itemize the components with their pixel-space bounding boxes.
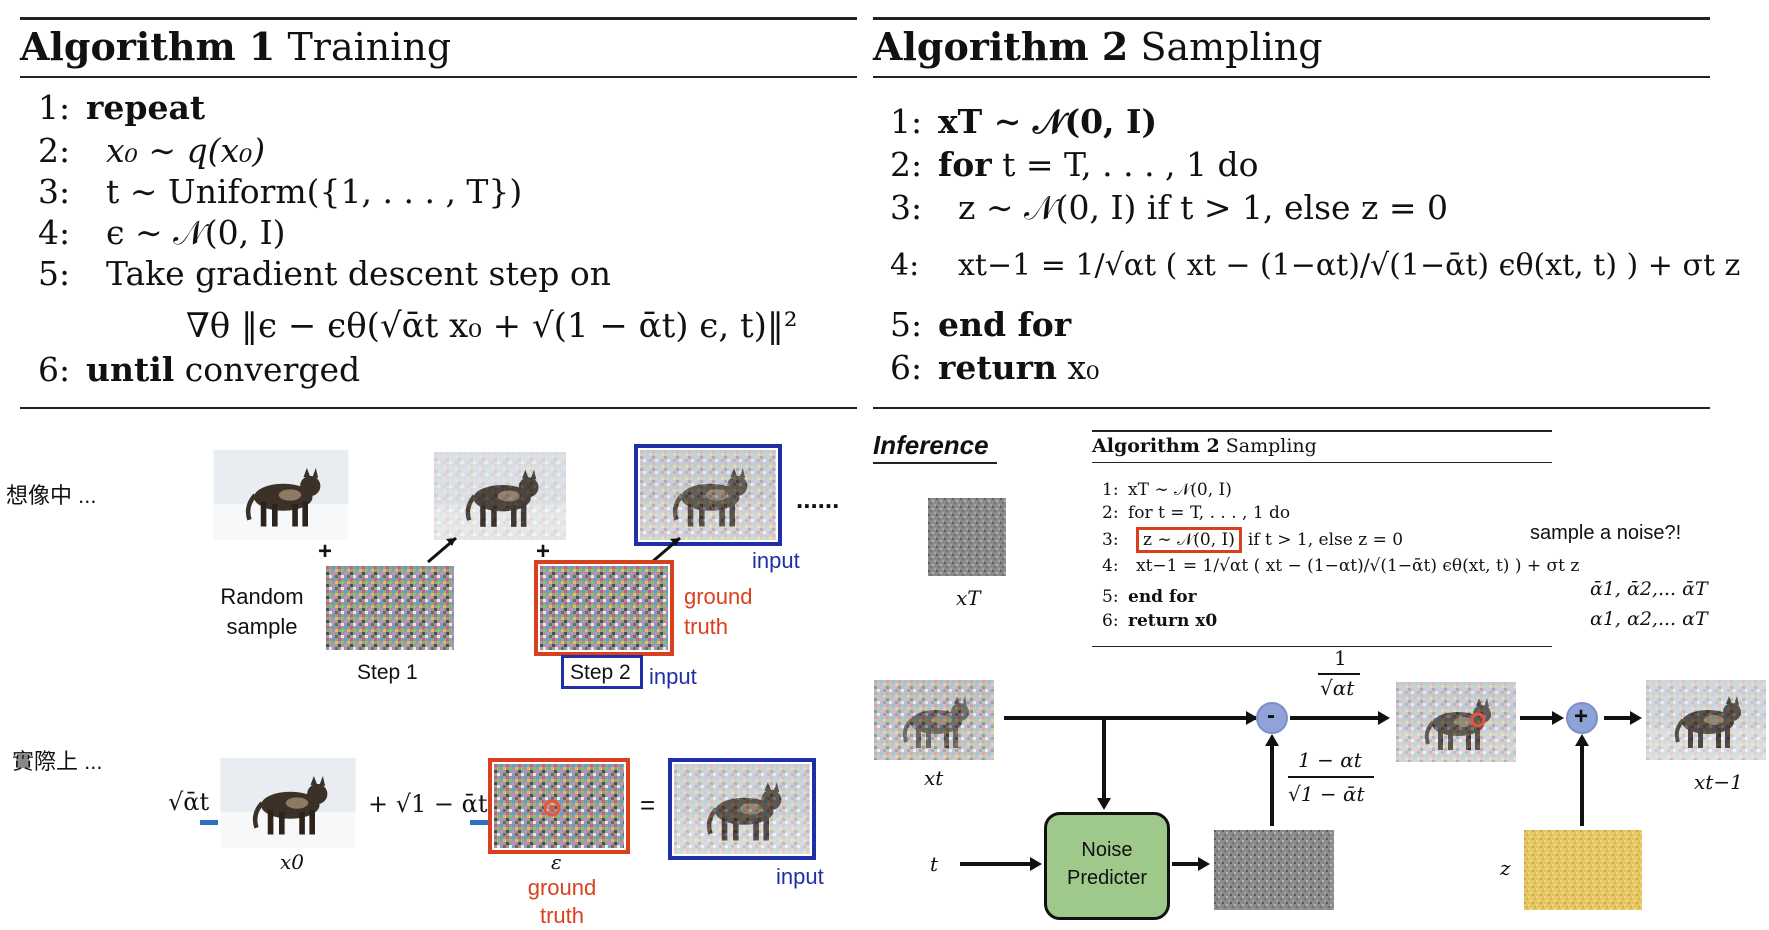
ground-truth-box-step2 — [534, 560, 674, 656]
small-alg-line-5: 5: end for — [1102, 587, 1197, 607]
noise-predicter-block — [1044, 812, 1170, 920]
noise-step1 — [326, 566, 454, 650]
small-alg-top-rule — [1092, 430, 1552, 432]
alpha-underline-2 — [470, 820, 488, 825]
xt-label: xt — [924, 766, 944, 790]
alg2-line-4: 4: xt−1 = 1/√αt ( xt − (1−αt)/√(1−ᾱt) ϵθ(… — [890, 248, 1741, 283]
alg1-title-rule — [20, 76, 857, 78]
alg2-title-rule — [873, 76, 1710, 78]
step1-label: Step 1 — [357, 661, 418, 684]
inference-title: Inference — [873, 430, 989, 460]
input-box-step2 — [634, 444, 782, 546]
image-after-subtract — [1396, 682, 1516, 762]
cat-image-noisy-result — [674, 764, 810, 854]
alg1-line-5-formula: ∇θ ‖ϵ − ϵθ(√ᾱt x₀ + √(1 − ᾱt) ϵ, t)‖² — [186, 306, 798, 346]
sample-noise-note: sample a noise?! — [1530, 522, 1682, 544]
ground-truth-box-epsilon — [488, 758, 630, 854]
alg2-line-3: 3: z ∼ 𝒩(0, I) if t > 1, else z = 0 — [890, 188, 1449, 227]
alg2-top-rule — [873, 17, 1710, 20]
epsilon-label: ε — [551, 850, 562, 874]
alg2-line-2: 2: for t = T, . . . , 1 do — [890, 145, 1259, 184]
alg1-line-1: 1: repeat — [38, 88, 206, 127]
frac1-numerator: 1 — [1334, 646, 1347, 670]
noise-z — [1524, 830, 1642, 910]
cat-image-step1 — [434, 452, 566, 540]
ellipsis: ...... — [796, 484, 840, 514]
alg1-bottom-rule — [20, 407, 857, 409]
noise-predicter-label: Noise Predicter — [1066, 839, 1148, 889]
frac2-denominator: √1 − ᾱt — [1288, 782, 1365, 806]
xt-minus-1-label: xt−1 — [1694, 770, 1743, 794]
sqrt-one-minus-alpha-bar: + √1 − ᾱt — [368, 790, 488, 818]
imagine-label: 想像中 ... — [6, 483, 97, 508]
alg1-top-rule — [20, 17, 857, 20]
predicted-noise — [1214, 830, 1334, 910]
alg1-line-5: 5: Take gradient descent step on — [38, 254, 611, 293]
small-alg-line-3: 3: z ∼ 𝒩(0, I) if t > 1, else z = 0 — [1102, 527, 1403, 553]
small-alg-line-6: 6: return x0 — [1102, 611, 1218, 631]
step2-input-label: input — [649, 664, 697, 689]
alg1-title: Algorithm 1 Training — [20, 24, 452, 69]
plus-sign-2: + — [536, 538, 551, 565]
alg1-line-6: 6: until converged — [38, 350, 361, 389]
ground-truth-label-top: ground truth — [684, 584, 753, 639]
alg2-title: Algorithm 2 Sampling — [873, 24, 1323, 69]
alg1-line-2: 2: x₀ ∼ q(x₀) — [38, 131, 266, 170]
small-alg-line-2: 2: for t = T, . . . , 1 do — [1102, 503, 1291, 523]
frac2-bar — [1288, 776, 1374, 778]
inference-underline — [873, 462, 997, 464]
input-label-bottom: input — [776, 864, 824, 889]
xT-label: xT — [956, 586, 981, 610]
random-sample-label: Random sample — [220, 584, 304, 639]
noise-epsilon — [494, 764, 624, 848]
image-xt-minus-1 — [1646, 680, 1766, 760]
alg1-line-4: 4: ϵ ∼ 𝒩(0, I) — [38, 213, 286, 252]
small-alg-title: Algorithm 2 Sampling — [1092, 435, 1317, 457]
alpha-list: α1, α2,... αT — [1590, 608, 1708, 630]
noise-step2 — [540, 566, 668, 650]
small-alg-line-4: 4: xt−1 = 1/√αt ( xt − (1−αt)/√(1−ᾱt) ϵθ(… — [1102, 556, 1580, 576]
plus-node: + — [1574, 703, 1589, 730]
cat-image-step2 — [640, 450, 776, 540]
minus-node: - — [1267, 702, 1275, 729]
frac1-denominator: √αt — [1320, 676, 1355, 700]
small-alg-title-rule — [1092, 462, 1552, 463]
small-alg-line-1: 1: xT ∼ 𝒩(0, I) — [1102, 480, 1232, 500]
frac2-numerator: 1 − αt — [1298, 748, 1362, 772]
step2-label: Step 2 — [570, 661, 631, 684]
small-alg-bottom-rule — [1092, 646, 1552, 647]
alg2-line-1: 1: xT ∼ 𝒩(0, I) — [890, 102, 1158, 141]
alg2-bottom-rule — [873, 407, 1710, 409]
plus-sign-1: + — [318, 538, 333, 565]
equals-sign: = — [640, 790, 656, 820]
input-box-result — [668, 758, 816, 860]
alg1-line-3: 3: t ∼ Uniform({1, . . . , T}) — [38, 172, 523, 211]
z-label: z — [1500, 856, 1511, 880]
image-xt — [874, 680, 994, 760]
noise-xT — [928, 498, 1006, 576]
alpha-bar-list: ᾱ1, ᾱ2,... ᾱT — [1590, 578, 1708, 600]
reality-label: 實際上 ... — [12, 749, 103, 774]
step2-box — [561, 655, 643, 689]
frac1-bar — [1318, 673, 1360, 675]
t-label: t — [930, 852, 939, 876]
x0-label: x0 — [280, 850, 305, 874]
sqrt-alpha-bar: √ᾱt — [168, 788, 210, 816]
alg2-line-5: 5: end for — [890, 305, 1072, 344]
alpha-underline-1 — [200, 820, 218, 825]
input-label-top: input — [752, 548, 800, 573]
alg2-line-6: 6: return x₀ — [890, 348, 1100, 387]
